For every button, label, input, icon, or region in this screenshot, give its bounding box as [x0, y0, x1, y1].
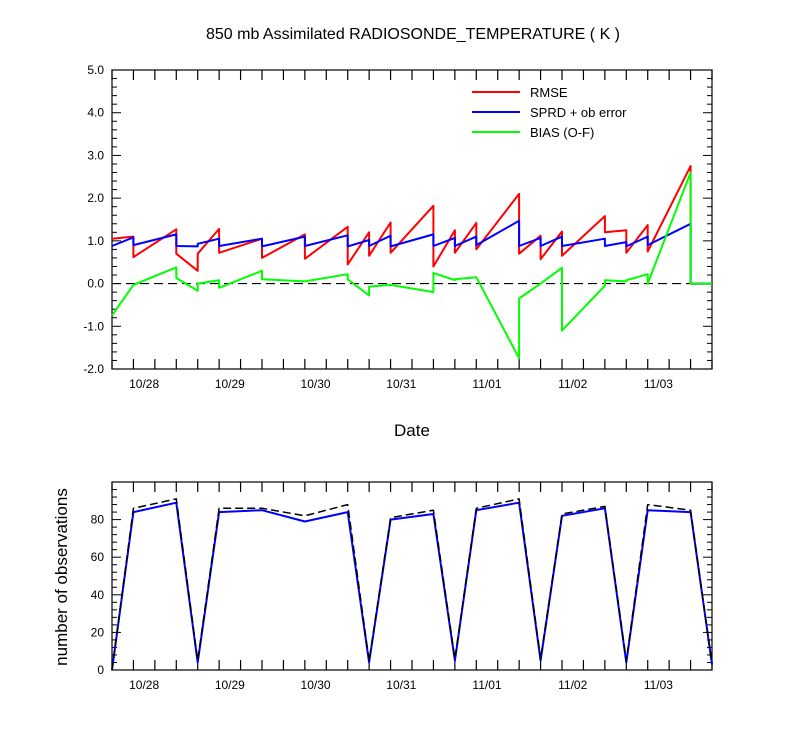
bottom-x-tick-label: 11/03	[644, 678, 673, 692]
bottom-x-tick-label: 10/31	[386, 678, 416, 692]
top-y-tick-label: 0.0	[87, 277, 104, 291]
top-y-tick-label: -1.0	[83, 319, 104, 333]
series-line-sprd-ob-error	[111, 219, 712, 285]
legend-label: BIAS (O-F)	[530, 125, 594, 140]
top-y-tick-label: 2.0	[87, 191, 104, 205]
top-plot-area: 10/28 10/29 10/30 10/31 11/01 11/02 11/03 -2.0 -…	[83, 63, 713, 391]
bottom-x-tick-label: 10/28	[129, 678, 159, 692]
bottom-y-tick-label: 60	[91, 550, 105, 564]
bottom-x-tick-label: 11/01	[472, 678, 501, 692]
top-y-tick-label: 1.0	[87, 234, 104, 248]
top-x-tick-label: 10/28	[129, 377, 159, 391]
top-x-tick-label: 11/02	[558, 377, 587, 391]
bottom-y-tick-label: 80	[91, 513, 105, 527]
top-x-tick-label: 11/03	[644, 377, 673, 391]
series-line-observations-possible	[111, 498, 713, 671]
bottom-y-tick-label: 20	[91, 625, 105, 639]
top-y-tick-label: 5.0	[87, 63, 104, 77]
bottom-x-tick-label: 11/02	[558, 678, 587, 692]
series-line-bias-o-f	[111, 171, 712, 360]
series-line-rmse	[111, 165, 712, 285]
y-axis-label-observations: number of observations	[52, 488, 71, 666]
legend: RMSE SPRD + ob error BIAS (O-F)	[472, 85, 627, 140]
series-line-observations-used	[111, 501, 713, 671]
bottom-x-tick-label: 10/30	[301, 678, 331, 692]
top-x-tick-label: 10/30	[301, 377, 331, 391]
bottom-x-tick-label: 10/29	[215, 678, 245, 692]
bottom-y-tick-label: 0	[97, 663, 104, 677]
top-x-tick-label: 10/31	[386, 377, 416, 391]
bottom-y-tick-label: 40	[91, 588, 105, 602]
top-x-tick-label: 11/01	[472, 377, 501, 391]
top-x-tick-label: 10/29	[215, 377, 245, 391]
bottom-plot-area: 10/28 10/29 10/30 10/31 11/01 11/02 11/03 0 20 40…	[91, 481, 713, 692]
top-y-tick-label: 4.0	[87, 106, 104, 120]
x-axis-label: Date	[394, 421, 430, 440]
top-y-tick-label: -2.0	[83, 362, 104, 376]
legend-label: RMSE	[530, 85, 568, 100]
top-y-tick-label: 3.0	[87, 148, 104, 162]
bottom-plot-frame	[111, 481, 713, 671]
chart-title: 850 mb Assimilated RADIOSONDE_TEMPERATUR…	[206, 26, 620, 43]
legend-label: SPRD + ob error	[530, 105, 627, 120]
